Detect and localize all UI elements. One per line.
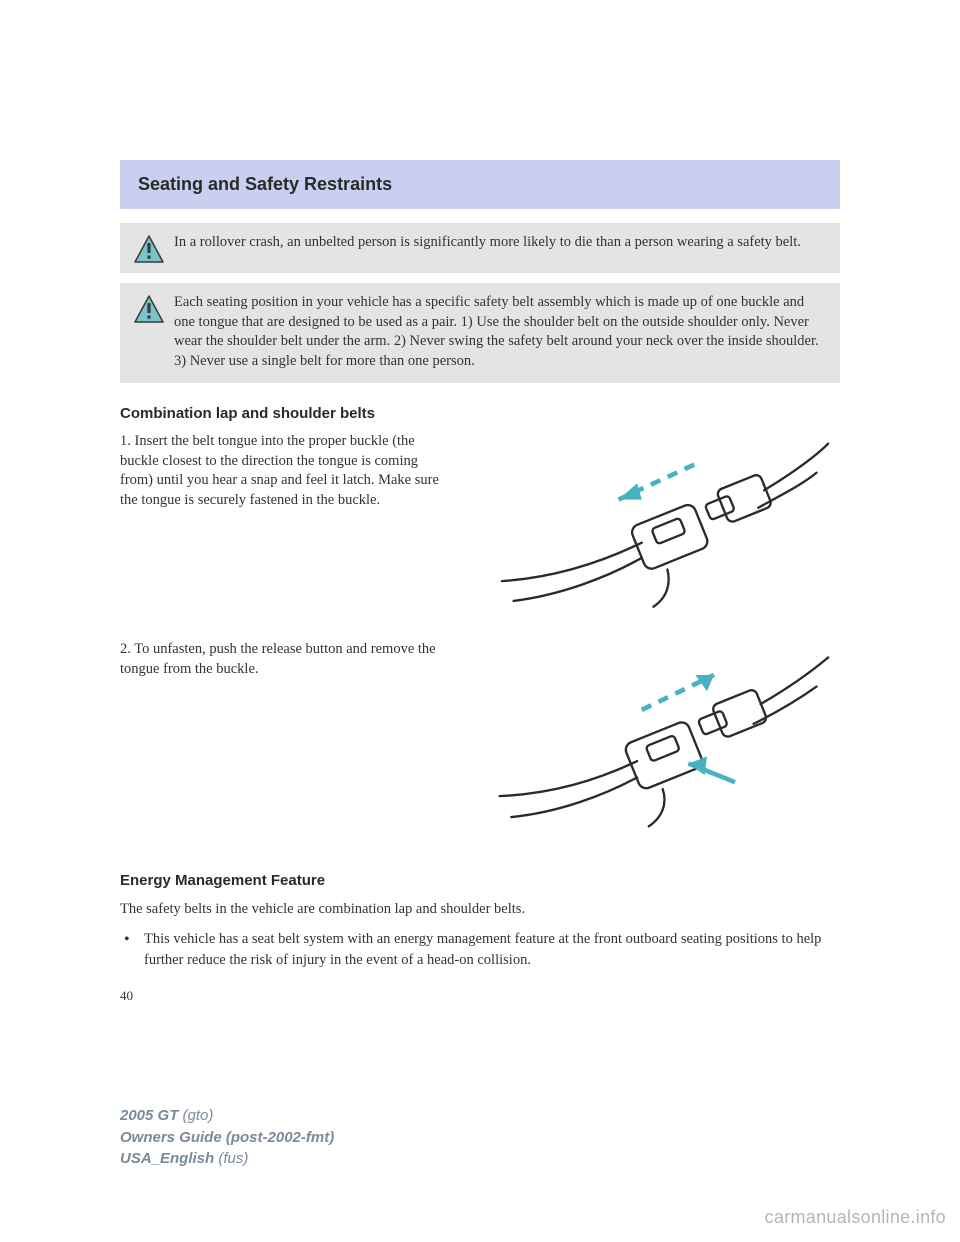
- watermark: carmanualsonline.info: [765, 1207, 946, 1228]
- step-text-fasten: 1. Insert the belt tongue into the prope…: [120, 432, 451, 510]
- energy-intro: The safety belts in the vehicle are comb…: [120, 899, 840, 919]
- footer-lang: USA_English: [120, 1150, 214, 1167]
- illustration-fasten: [467, 432, 840, 630]
- list-item: This vehicle has a seat belt system with…: [138, 929, 840, 970]
- subheading-combo: Combination lap and shoulder belts: [120, 405, 840, 422]
- warning-box-seating: Each seating position in your vehicle ha…: [120, 283, 840, 383]
- step-row-unfasten: 2. To unfasten, push the release button …: [120, 640, 840, 850]
- step-text-unfasten: 2. To unfasten, push the release button …: [120, 640, 451, 679]
- illustration-unfasten: [467, 640, 840, 850]
- warning-box-rollover: In a rollover crash, an unbelted person …: [120, 223, 840, 273]
- warning-triangle-icon: [134, 295, 164, 323]
- energy-bullets: This vehicle has a seat belt system with…: [120, 929, 840, 970]
- warning-text-seating: Each seating position in your vehicle ha…: [174, 293, 826, 371]
- document-page: Seating and Safety Restraints In a rollo…: [0, 0, 960, 1004]
- footer-metadata: 2005 GT (gto) Owners Guide (post-2002-fm…: [120, 1105, 334, 1170]
- subheading-energy: Energy Management Feature: [120, 872, 840, 889]
- footer-guide: Owners Guide (post-2002-fmt): [120, 1127, 334, 1149]
- footer-model-code: (gto): [183, 1107, 214, 1124]
- warning-text-rollover: In a rollover crash, an unbelted person …: [174, 233, 826, 253]
- page-number: 40: [120, 988, 840, 1004]
- section-header: Seating and Safety Restraints: [120, 160, 840, 209]
- footer-lang-code: (fus): [218, 1150, 248, 1167]
- step-row-fasten: 1. Insert the belt tongue into the prope…: [120, 432, 840, 630]
- footer-model: 2005 GT: [120, 1107, 178, 1124]
- warning-triangle-icon: [134, 235, 164, 263]
